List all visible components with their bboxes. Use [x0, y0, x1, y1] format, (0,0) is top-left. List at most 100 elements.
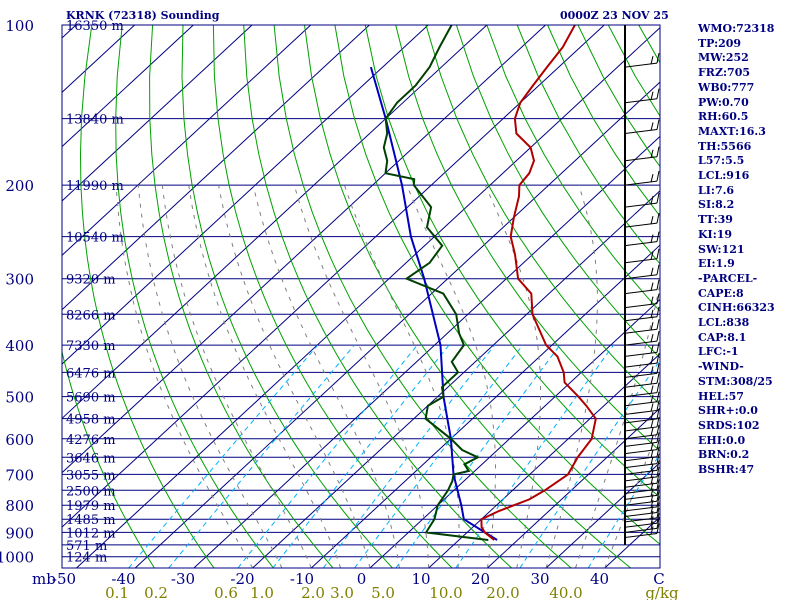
moist-adiabat-line: [161, 185, 312, 568]
wind-barb: [624, 222, 658, 228]
height-label: 11990 m: [66, 179, 124, 194]
index-item: SW:121: [698, 242, 745, 256]
isotherm-line: [62, 25, 546, 474]
parcel-trace: [369, 66, 498, 541]
wind-barb-flag: [650, 356, 654, 365]
index-item: BRN:0.2: [698, 448, 750, 462]
height-label: 1012 m: [66, 526, 116, 541]
isotherm-line: [193, 135, 660, 568]
mixing-ratio-label: 0.1: [105, 584, 129, 600]
temperature-tick-label: -30: [171, 570, 195, 588]
wind-barb: [624, 156, 658, 162]
index-item: EI:1.9: [698, 257, 735, 271]
index-item: L57:5.5: [698, 154, 745, 168]
wind-barb-flag: [656, 213, 660, 224]
wind-barb-flag: [656, 513, 660, 524]
plot-border: [61, 24, 661, 569]
wind-barb-flag: [650, 216, 654, 225]
wind-barb: [624, 517, 658, 523]
wind-barb-flag: [656, 264, 660, 275]
index-item: RH:60.5: [698, 110, 749, 124]
chart-time: 0000Z 23 NOV 25: [560, 9, 669, 22]
wind-barb-flag: [650, 505, 654, 514]
mixing-ratio-line: [272, 344, 450, 568]
index-item: WB0:777: [698, 80, 755, 94]
wind-barb-flag: [656, 446, 660, 457]
mixing-ratio-label: 10.0: [429, 584, 462, 600]
isotherm-line: [428, 353, 660, 568]
height-label: 7330 m: [66, 339, 116, 354]
wind-barb: [624, 129, 658, 135]
moist-adiabat-line: [545, 184, 598, 568]
mixing-ratio-line: [354, 344, 524, 568]
wind-barb-flag: [656, 523, 660, 534]
wind-barb-flag: [656, 170, 660, 182]
wind-barb-flag: [650, 419, 654, 429]
pressure-tick-label: 700: [5, 466, 34, 484]
wind-barb-flag: [650, 435, 654, 444]
mixing-ratio-line: [587, 452, 660, 568]
wind-barb: [624, 500, 658, 506]
wind-barb-flag: [656, 119, 660, 130]
wind-barb: [624, 392, 658, 398]
temperature-trace: [480, 25, 597, 541]
isotherm-line: [487, 407, 660, 568]
index-item: -WIND-: [698, 360, 744, 374]
wind-barb-flag: [656, 391, 660, 402]
moist-adiabat-line: [293, 184, 430, 568]
wind-barb-flag: [656, 363, 660, 374]
wind-barb-flag: [656, 432, 660, 443]
chart-title: KRNK (72318) Sounding: [66, 9, 220, 22]
temperature-tick-label: C: [653, 570, 664, 588]
wind-barb-flag: [650, 521, 654, 530]
index-item: CAPE:8: [698, 286, 744, 300]
wind-barb-flag: [650, 296, 654, 305]
dry-adiabat-line: [425, 25, 660, 406]
index-item: TH:5566: [698, 139, 752, 153]
wind-barb-flag: [650, 469, 654, 478]
wind-barb-flag: [656, 248, 660, 259]
wind-barb-flag: [650, 251, 654, 260]
dry-adiabat-line: [149, 25, 334, 568]
dry-adiabat-line: [243, 25, 512, 568]
wind-barb-flag: [650, 282, 654, 291]
wind-barb-flag: [656, 88, 660, 99]
index-item: LFC:-1: [698, 345, 739, 359]
wind-barb: [624, 494, 658, 500]
mixing-ratio-line: [168, 344, 355, 568]
mixing-ratio-label: 0.2: [144, 584, 168, 600]
isotherm-line: [369, 298, 660, 568]
height-label: 9320 m: [66, 273, 116, 288]
wind-barb: [624, 98, 658, 104]
dry-adiabat-line: [181, 25, 393, 568]
pressure-tick-label: 900: [5, 524, 34, 542]
dry-adiabat-line: [79, 25, 215, 568]
dry-adiabat-line: [364, 25, 660, 499]
wind-barb: [624, 382, 658, 388]
dry-adiabat-line: [273, 25, 572, 568]
wind-barb-flag: [656, 416, 660, 428]
height-label: 3055 m: [66, 468, 116, 483]
index-item: SRDS:102: [698, 418, 760, 432]
indices-panel: WMO:72318 TP:209 MW:252 FRZ:705 WB0:777 PW:0.…: [698, 22, 798, 478]
pressure-tick-label: 300: [5, 271, 34, 289]
height-label: 16350 m: [66, 19, 124, 34]
dry-adiabat-line: [304, 25, 631, 568]
wind-barb: [624, 511, 658, 517]
wind-barb-flag: [650, 526, 654, 535]
wind-barb: [624, 362, 658, 368]
index-item: STM:308/25: [698, 374, 773, 388]
index-item: MAXT:16.3: [698, 124, 766, 138]
wind-barb-flag: [656, 306, 660, 317]
wind-barb-flag: [656, 382, 660, 393]
index-item: PW:0.70: [698, 95, 749, 109]
wind-barb: [624, 434, 658, 440]
height-label: 4958 m: [66, 413, 116, 428]
wind-barb-flag: [656, 408, 660, 419]
height-label: 10540 m: [66, 231, 124, 246]
wind-barb: [624, 180, 658, 186]
wind-barb: [624, 532, 658, 538]
wind-barb-flag: [656, 496, 660, 508]
wind-barb: [624, 351, 658, 357]
